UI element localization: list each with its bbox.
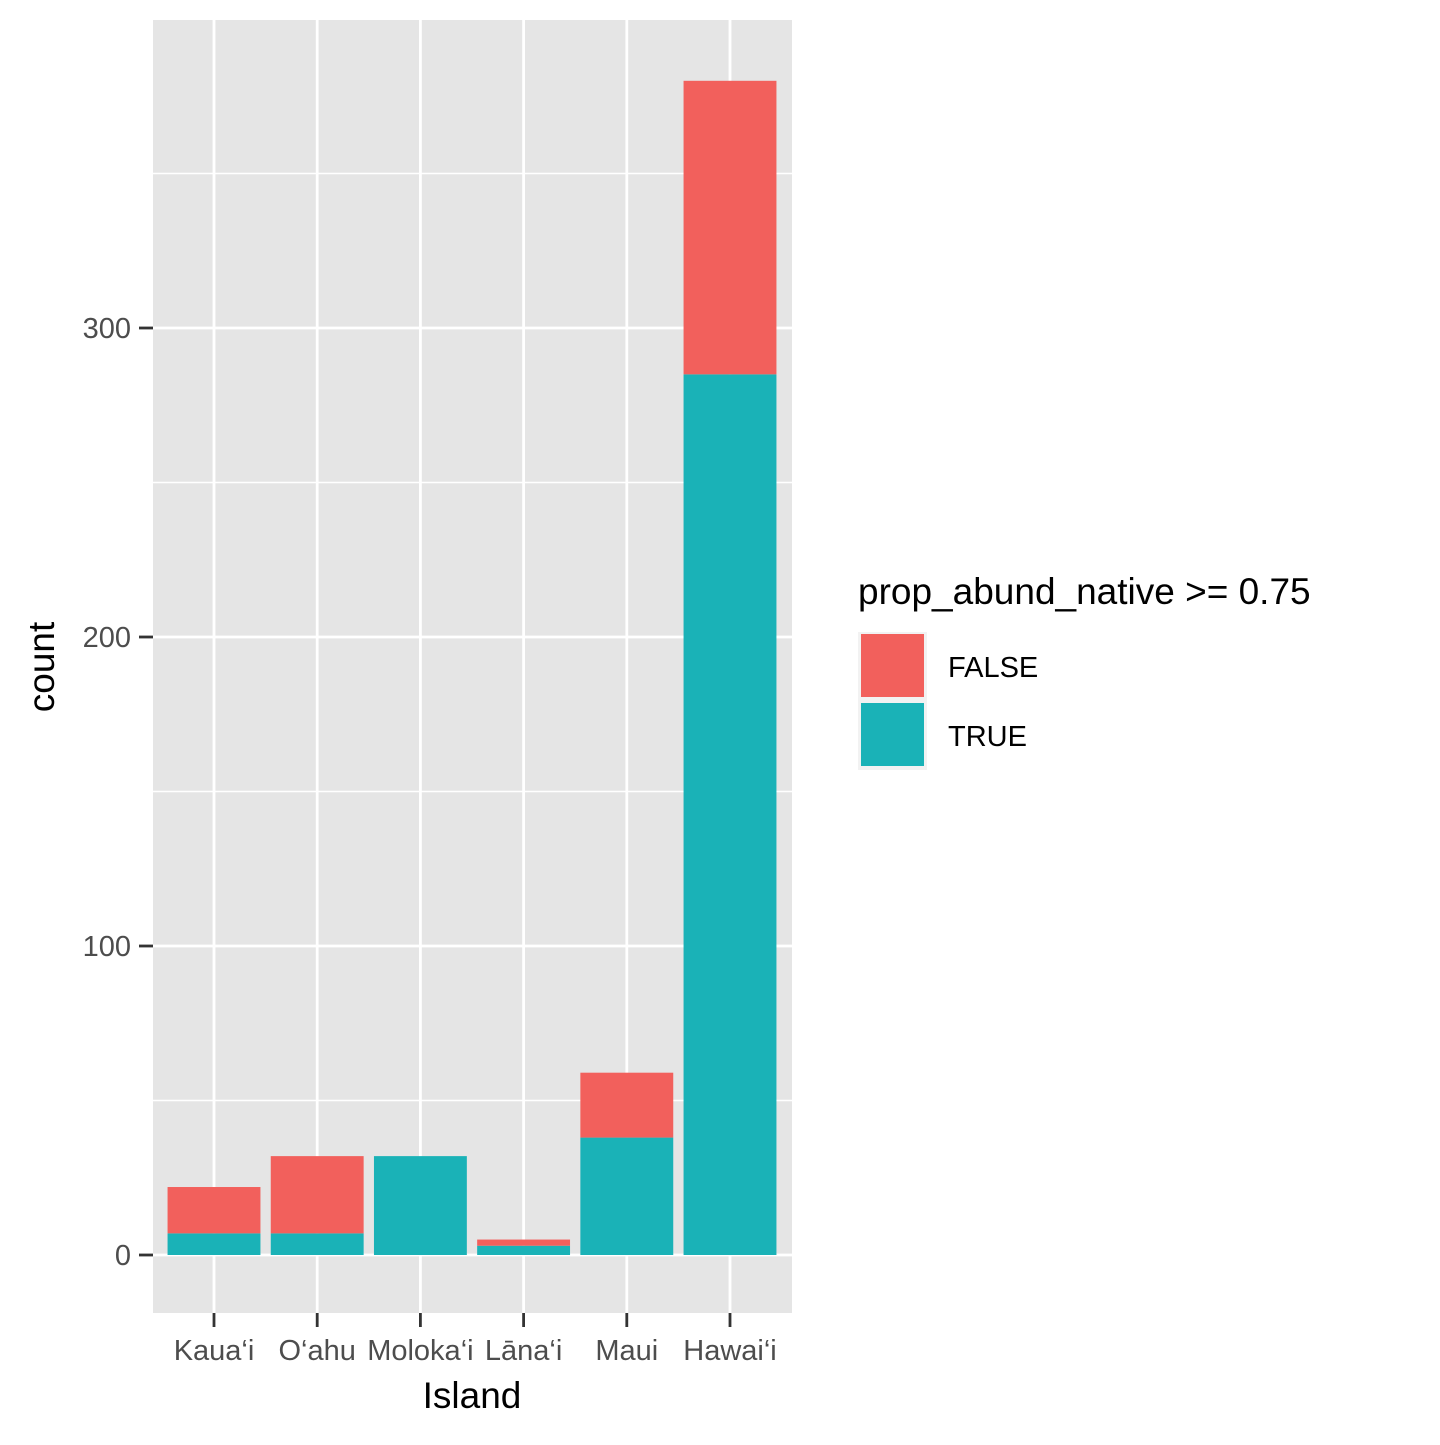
x-tick-label: Maui	[595, 1335, 658, 1367]
bar-segment-true	[270, 1233, 364, 1255]
legend-swatch-true	[861, 703, 924, 766]
y-tick-label: 0	[115, 1240, 131, 1272]
x-axis: Kaua‘i O‘ahu Moloka‘i Lāna‘i Maui Hawai‘i	[174, 1313, 777, 1367]
bar-segment-false	[270, 1156, 364, 1234]
bar-segment-true	[683, 374, 777, 1256]
bar-segment-true	[167, 1233, 261, 1255]
x-tick-label: O‘ahu	[279, 1335, 356, 1367]
bar-segment-false	[167, 1187, 261, 1234]
legend-title: prop_abund_native >= 0.75	[858, 571, 1311, 612]
y-tick-label: 300	[83, 313, 131, 345]
y-axis-title: count	[21, 621, 62, 712]
legend-label-false: FALSE	[948, 652, 1038, 684]
bar-segment-true	[477, 1245, 571, 1255]
bar-segment-false	[580, 1072, 674, 1138]
x-tick-label: Lāna‘i	[485, 1335, 562, 1367]
bars-group	[167, 80, 777, 1256]
legend-entries: FALSE TRUE	[858, 632, 1038, 770]
y-tick-label: 100	[83, 931, 131, 963]
y-tick-label: 200	[83, 622, 131, 654]
x-tick-label: Moloka‘i	[367, 1335, 473, 1367]
bar-segment-true	[373, 1156, 467, 1255]
x-tick-label: Hawai‘i	[683, 1335, 776, 1367]
x-tick-label: Kaua‘i	[174, 1335, 255, 1367]
bar-segment-true	[580, 1137, 674, 1255]
bar-segment-false	[477, 1239, 571, 1246]
legend-label-true: TRUE	[948, 721, 1027, 753]
bar-segment-false	[683, 80, 777, 375]
x-axis-title: Island	[423, 1375, 522, 1416]
y-axis: 0 100 200 300	[83, 313, 153, 1272]
legend-swatch-false	[861, 634, 924, 697]
legend: prop_abund_native >= 0.75 FALSE TRUE	[858, 571, 1311, 770]
